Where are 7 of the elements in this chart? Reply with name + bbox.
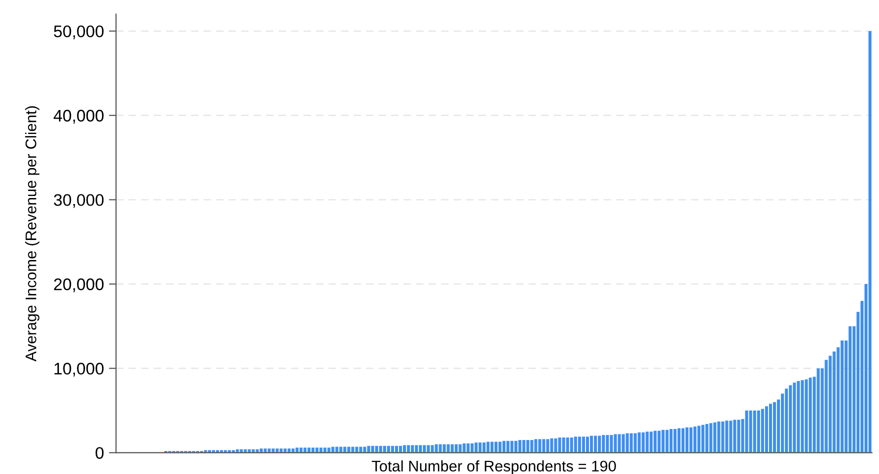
y-tick-label: 0 (96, 447, 104, 459)
y-tick-label: 30,000 (54, 194, 104, 208)
y-tick-label: 40,000 (54, 110, 104, 124)
y-tick-label: 10,000 (54, 362, 104, 377)
y-axis-title: Average Income (Revenue per Client) (25, 106, 40, 362)
y-tick-label: 20,000 (54, 278, 104, 292)
y-tick-label: 50,000 (54, 25, 104, 40)
